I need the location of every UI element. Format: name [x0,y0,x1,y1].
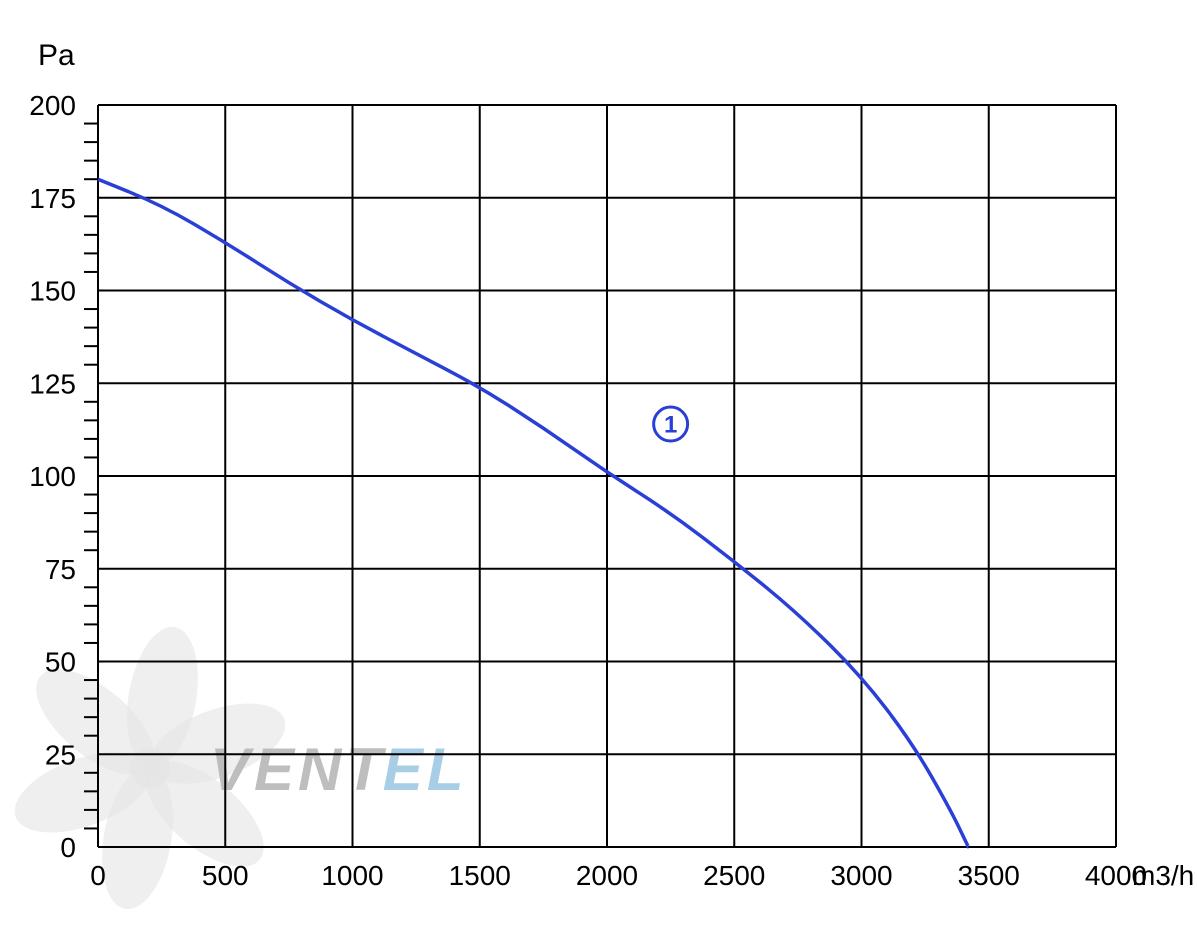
y-tick-label: 125 [29,368,76,399]
x-tick-label: 2500 [703,860,765,891]
x-tick-label: 2000 [576,860,638,891]
x-tick-label: 3000 [830,860,892,891]
watermark-text-2: EL [383,736,468,803]
y-tick-label: 0 [60,832,76,863]
x-tick-label: 500 [202,860,249,891]
watermark-text-1: VENT [210,736,386,803]
y-axis-label: Pa [38,39,75,72]
y-tick-label: 175 [29,183,76,214]
series-label-text-1: 1 [664,411,677,438]
y-tick-label: 200 [29,90,76,121]
y-tick-label: 100 [29,461,76,492]
y-tick-label: 50 [45,647,76,678]
x-tick-label: 1000 [321,860,383,891]
x-tick-label: 1500 [449,860,511,891]
x-axis-label: m3/h [1132,860,1194,891]
fan-curve-chart: VENTEL1050010001500200025003000350040000… [0,0,1197,948]
x-tick-label: 3500 [958,860,1020,891]
y-tick-label: 150 [29,276,76,307]
y-tick-labels: 0 25 50 75 100 125 150 175 200 [29,90,76,863]
y-tick-label: 25 [45,739,76,770]
chart-container: VENTEL1050010001500200025003000350040000… [0,0,1197,948]
y-tick-label: 75 [45,554,76,585]
x-tick-label: 0 [90,860,106,891]
